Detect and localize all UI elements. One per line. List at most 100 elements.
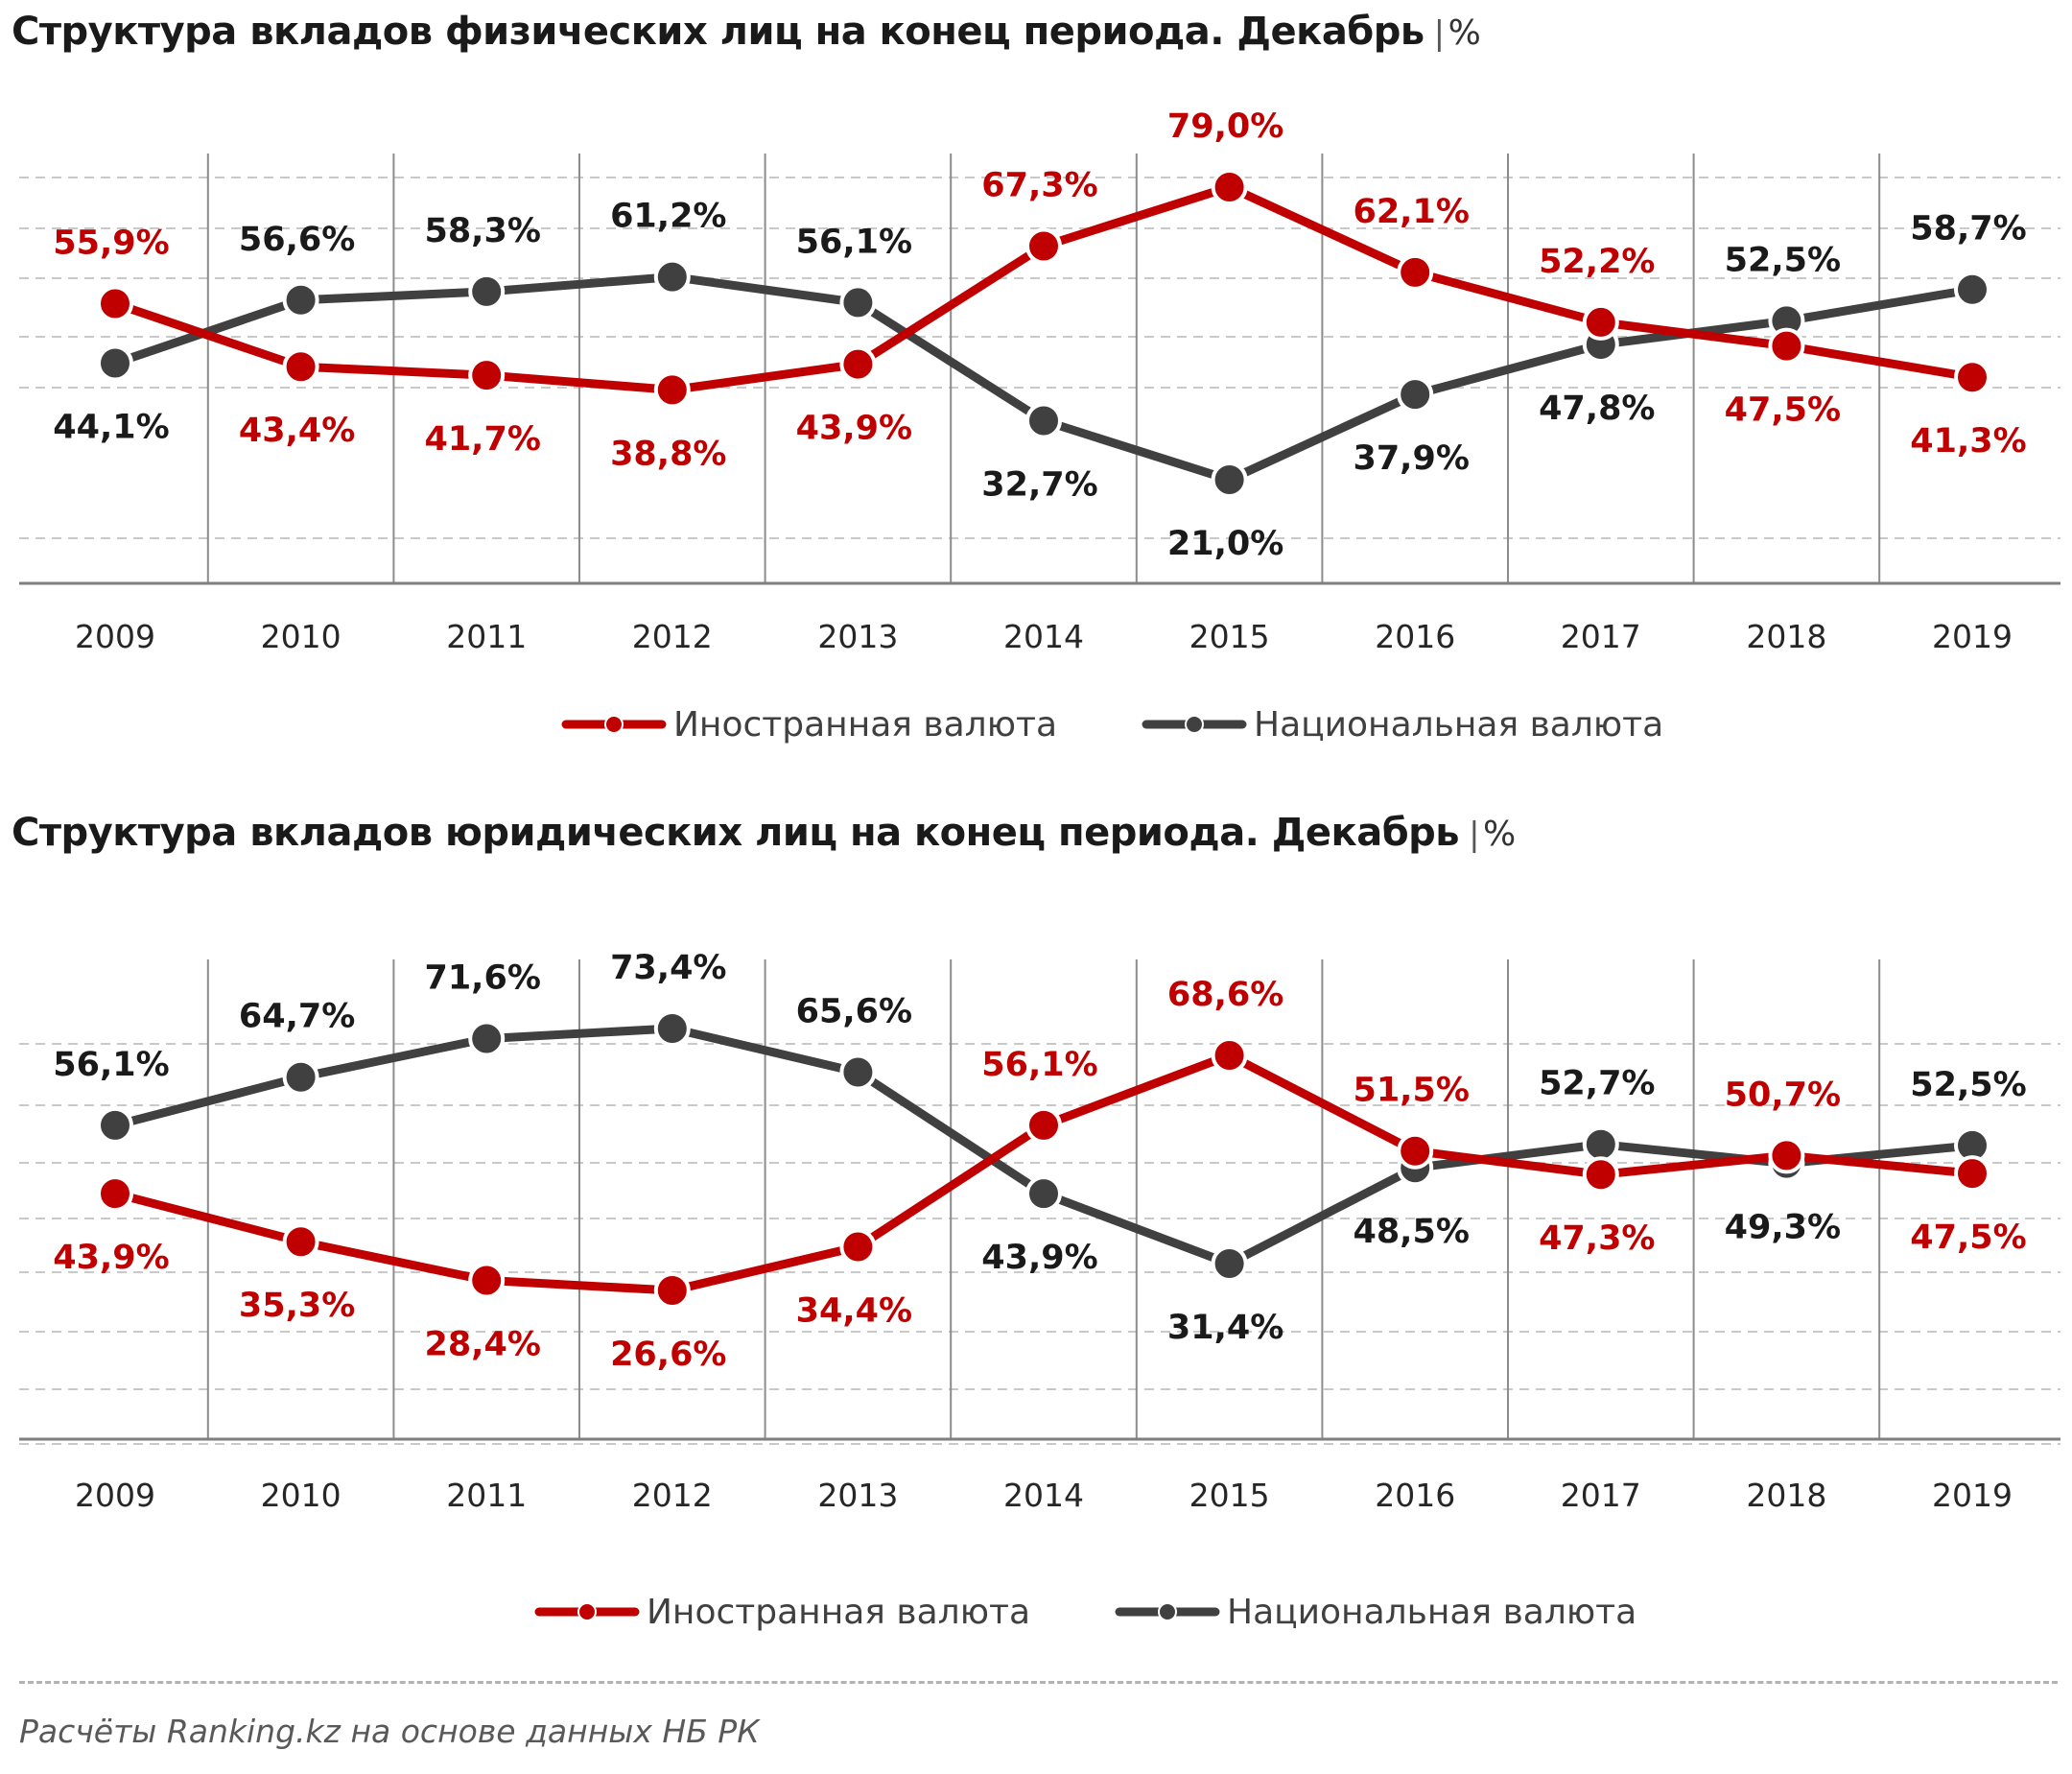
data-point-foreign [97, 285, 133, 322]
data-label-foreign: 38,8% [610, 435, 726, 473]
data-point-foreign [1025, 1106, 1062, 1144]
source-note: Расчёты Ranking.kz на основе данных НБ Р… [19, 1713, 760, 1750]
chart-title-text: Структура вкладов юридических лиц на кон… [12, 811, 1460, 855]
data-label-national: 44,1% [53, 409, 169, 447]
data-point-national [1025, 1175, 1062, 1213]
data-point-national [653, 1010, 691, 1047]
data-point-foreign [1397, 1132, 1434, 1170]
data-point-national [1025, 402, 1062, 439]
chart-title: Структура вкладов юридических лиц на кон… [12, 811, 1516, 855]
data-label-foreign: 55,9% [53, 224, 169, 262]
data-label-foreign: 47,3% [1539, 1219, 1655, 1258]
data-point-national [1582, 1125, 1619, 1163]
data-point-foreign [1582, 1156, 1619, 1194]
data-point-national [1397, 376, 1434, 414]
data-point-foreign [1397, 253, 1434, 291]
data-label-national: 43,9% [981, 1239, 1097, 1277]
x-tick-label: 2011 [446, 1477, 527, 1514]
legend-item-national: Национальная валюта [1115, 1593, 1636, 1632]
x-tick-label: 2015 [1189, 618, 1270, 655]
data-label-national: 48,5% [1353, 1213, 1469, 1251]
data-label-foreign: 50,7% [1725, 1076, 1841, 1114]
data-point-foreign [468, 1262, 506, 1299]
x-tick-label: 2014 [1003, 1477, 1084, 1514]
data-label-national: 31,4% [1167, 1309, 1283, 1347]
data-label-national: 47,8% [1539, 390, 1655, 428]
data-label-foreign: 35,3% [239, 1287, 355, 1325]
data-label-national: 52,5% [1725, 241, 1841, 279]
line-chart-individuals: 2009 2010 2011 2012 2013 2014 2015 2016 2017 2018… [19, 107, 2060, 745]
x-tick-label: 2017 [1561, 1477, 1641, 1514]
data-point-foreign [653, 1271, 691, 1309]
data-point-foreign [653, 371, 691, 409]
data-label-national: 52,5% [1910, 1066, 2026, 1104]
data-label-national: 56,6% [239, 221, 355, 259]
data-point-foreign [1211, 169, 1248, 205]
legend: Иностранная валюта Национальная валюта [534, 1593, 1636, 1632]
data-label-foreign: 43,9% [796, 410, 912, 448]
data-label-foreign: 52,2% [1539, 243, 1655, 281]
data-label-foreign: 68,6% [1167, 976, 1283, 1014]
data-point-national [97, 1106, 133, 1144]
data-point-national [468, 272, 506, 310]
legend: Иностранная валюта Национальная валюта [561, 705, 1663, 745]
legend-item-foreign: Иностранная валюта [534, 1593, 1030, 1632]
data-point-foreign [468, 357, 506, 394]
data-label-national: 56,1% [53, 1046, 169, 1084]
line-chart-legal-entities: 2009 2010 2011 2012 2013 2014 2015 2016 2017 2018… [19, 949, 2060, 1632]
x-tick-label: 2016 [1375, 1477, 1455, 1514]
data-point-foreign [282, 1223, 319, 1261]
title-unit: % [1448, 13, 1481, 53]
data-label-national: 52,7% [1539, 1065, 1655, 1103]
data-point-national [653, 258, 691, 296]
x-tick-label: 2012 [632, 1477, 713, 1514]
data-label-foreign: 41,7% [424, 420, 540, 459]
title-separator: | [1433, 14, 1445, 53]
data-label-national: 58,3% [424, 212, 540, 250]
x-tick-label: 2018 [1746, 1477, 1826, 1514]
chart-title-text: Структура вкладов физических лиц на коне… [12, 10, 1424, 54]
data-point-foreign [97, 1175, 133, 1213]
x-tick-label: 2010 [261, 1477, 341, 1514]
data-label-national: 65,6% [796, 992, 912, 1030]
x-tick-label: 2010 [261, 618, 341, 655]
legend-swatch-marker [1158, 1602, 1177, 1621]
legend-item-foreign: Иностранная валюта [561, 705, 1057, 745]
x-tick-label: 2013 [817, 1477, 898, 1514]
data-point-national [468, 1020, 506, 1057]
title-unit: % [1483, 815, 1516, 854]
data-point-national [97, 344, 133, 382]
data-label-foreign: 43,4% [239, 412, 355, 450]
chart-title: Структура вкладов физических лиц на коне… [12, 10, 1481, 54]
data-point-foreign [1582, 303, 1619, 341]
data-label-foreign: 28,4% [424, 1325, 540, 1363]
x-tick-label: 2019 [1932, 1477, 2013, 1514]
data-point-foreign [1954, 359, 1990, 396]
title-separator: | [1469, 816, 1480, 854]
chart-legal-entities: Структура вкладов юридических лиц на кон… [12, 811, 2060, 1632]
data-label-national: 21,0% [1167, 525, 1283, 563]
data-label-national: 37,9% [1353, 439, 1469, 478]
data-point-foreign [1954, 1155, 1990, 1193]
x-tick-label: 2018 [1746, 618, 1826, 655]
x-tick-label: 2014 [1003, 618, 1084, 655]
data-point-foreign [839, 1228, 877, 1265]
x-tick-label: 2013 [817, 618, 898, 655]
footer-divider [19, 1681, 2058, 1684]
legend-label: Национальная валюта [1254, 705, 1663, 745]
data-label-national: 32,7% [981, 465, 1097, 504]
data-point-foreign [1025, 227, 1062, 265]
x-tick-label: 2019 [1932, 618, 2013, 655]
x-tick-label: 2009 [75, 618, 155, 655]
data-label-foreign: 34,4% [796, 1291, 912, 1330]
data-label-national: 71,6% [424, 959, 540, 998]
data-point-national [1954, 271, 1990, 308]
data-label-foreign: 26,6% [610, 1336, 726, 1374]
legend-swatch-marker [1185, 715, 1204, 734]
data-label-foreign: 47,5% [1910, 1218, 2026, 1257]
data-point-national [1211, 1244, 1248, 1282]
x-tick-label: 2009 [75, 1477, 155, 1514]
x-tick-label: 2016 [1375, 618, 1455, 655]
data-label-foreign: 43,9% [53, 1239, 169, 1277]
data-label-national: 73,4% [610, 949, 726, 987]
